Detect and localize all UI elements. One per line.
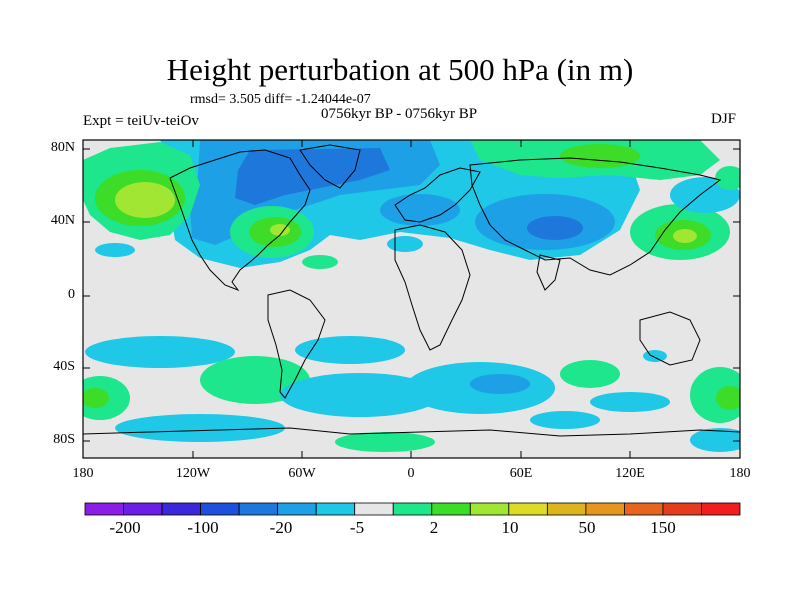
- anomaly-contours: [83, 140, 740, 452]
- colorbar-segment: [277, 502, 317, 516]
- colorbar-segment: [161, 502, 201, 516]
- contour-blue-south-4: [590, 392, 670, 412]
- colorbar-segment: [469, 502, 510, 516]
- contour-yellow-japan: [673, 229, 697, 243]
- x-tick-label: 60E: [509, 466, 533, 481]
- axis-ticks: [82, 140, 741, 458]
- colorbar-label: 150: [650, 518, 676, 537]
- contour-blue-antarctic-east: [690, 428, 740, 452]
- contour-blue-south-atlantic: [280, 373, 440, 417]
- coast-north-america: [169, 149, 311, 292]
- x-tick-label: 60W: [288, 466, 316, 481]
- y-tick-label: 0: [68, 287, 75, 302]
- colorbar-segment: [624, 502, 664, 516]
- contour-green-antarctic: [335, 432, 435, 452]
- colorbar-segment: [123, 502, 163, 516]
- contour-lime-south-east: [716, 386, 740, 410]
- contour-green-south-3: [560, 360, 620, 388]
- colorbar-segment: [508, 502, 548, 516]
- period-label: 0756kyr BP - 0756kyr BP: [321, 106, 478, 122]
- coast-europe: [394, 167, 481, 223]
- contour-midblue-south-indian: [470, 374, 530, 394]
- x-tick-label: 0: [407, 466, 415, 481]
- contour-yellow-namerica: [270, 224, 290, 236]
- experiment-label: Expt = teiUv-teiOv: [83, 113, 199, 129]
- contour-mid-blue-north: [235, 148, 390, 205]
- contour-blue-south-pacific: [85, 336, 235, 368]
- x-tick-label: 120W: [175, 466, 211, 481]
- contour-blue-south-pacific-2: [295, 336, 405, 364]
- contour-green-alaska-east: [715, 166, 740, 190]
- colorbar-label: 2: [429, 518, 439, 537]
- colorbar-segment: [238, 502, 279, 516]
- stats-line: rmsd= 3.505 diff= -1.24044e-07: [190, 92, 371, 107]
- contour-green-south-tip: [643, 350, 667, 362]
- y-tick-label: 80S: [53, 432, 75, 447]
- colorbar-segment: [546, 502, 587, 516]
- colorbar-segment: [701, 502, 741, 516]
- colorbar-label: 50: [578, 518, 596, 537]
- contour-lime-south-2: [83, 388, 109, 408]
- coastlines: [83, 144, 740, 437]
- colorbar-segment: [585, 502, 625, 516]
- colorbar-label: 10: [501, 518, 519, 537]
- x-tick-label: 180: [729, 466, 751, 481]
- coast-south-america: [267, 289, 326, 399]
- colorbar-label: -5: [349, 518, 365, 537]
- colorbar-label: -200: [109, 518, 141, 537]
- colorbar-segment: [354, 502, 394, 516]
- contour-blob-tropic-2: [302, 255, 338, 269]
- coast-australia: [639, 311, 701, 366]
- colorbar-label: -100: [187, 518, 219, 537]
- colorbar-segment: [84, 502, 124, 516]
- coast-asia: [469, 157, 722, 276]
- coast-antarctica: [83, 427, 740, 437]
- contour-lime-eurasia-north: [560, 144, 640, 168]
- colorbar-segment: [662, 502, 702, 516]
- chart-title: Height perturbation at 500 hPa (in m): [166, 52, 634, 87]
- y-tick-label: 40N: [50, 213, 75, 228]
- coast-india: [536, 254, 561, 291]
- contour-blob-tropic-1: [95, 243, 135, 257]
- colorbar: [84, 502, 741, 516]
- contour-blue-south-5: [530, 411, 600, 429]
- x-tick-label: 120E: [615, 466, 645, 481]
- contour-blob-tropic-3: [387, 236, 423, 252]
- y-tick-label: 80N: [50, 140, 75, 155]
- contour-blue-antarctic: [115, 414, 285, 442]
- colorbar-segment: [200, 502, 240, 516]
- x-tick-label: 180: [72, 466, 94, 481]
- colorbar-segment: [392, 502, 433, 516]
- colorbar-segment: [315, 502, 356, 516]
- y-tick-label: 40S: [53, 359, 75, 374]
- contour-blue-siberia-core: [527, 216, 583, 240]
- coast-greenland: [299, 144, 361, 189]
- contour-yellowgreen-alaska: [115, 182, 175, 218]
- coast-africa: [394, 224, 471, 351]
- colorbar-segment: [431, 502, 471, 516]
- season-label: DJF: [711, 111, 737, 127]
- colorbar-label: -20: [269, 518, 293, 537]
